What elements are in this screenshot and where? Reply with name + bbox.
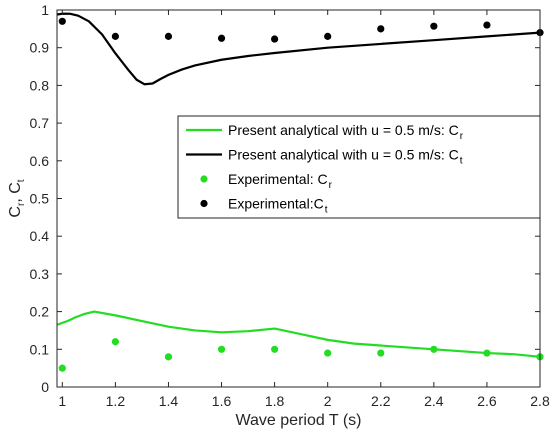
y-tick-label: 1 bbox=[41, 2, 49, 18]
x-tick-label: 1.2 bbox=[106, 393, 126, 409]
series-2-point bbox=[217, 345, 226, 353]
series-3-point bbox=[430, 22, 438, 30]
legend-entry-label: Experimental:Ct bbox=[228, 196, 328, 216]
legend-entry-name: Experimental: C bbox=[228, 171, 328, 187]
series-2-point bbox=[483, 349, 491, 357]
series-3-point bbox=[111, 32, 119, 40]
legend: Present analytical with u = 0.5 m/s: CrP… bbox=[177, 115, 541, 219]
x-tick-label: 1.4 bbox=[159, 393, 179, 409]
x-tick-label: 1 bbox=[58, 393, 66, 409]
series-3-point bbox=[217, 34, 226, 42]
x-tick-label: 2.6 bbox=[477, 393, 497, 409]
series-3-point bbox=[271, 35, 279, 43]
legend-entry-label: Experimental: Cr bbox=[228, 171, 333, 191]
series-2-point bbox=[430, 345, 438, 353]
legend-entry-label: Present analytical with u = 0.5 m/s: Ct bbox=[228, 147, 463, 167]
x-tick-label: 2 bbox=[324, 393, 332, 409]
y-axis-label-sub2: t bbox=[16, 179, 27, 182]
series-2-point bbox=[324, 349, 332, 357]
y-tick-label: 0.4 bbox=[30, 228, 50, 244]
legend-swatch-marker bbox=[200, 175, 208, 183]
legend-entry-subscript: r bbox=[460, 131, 464, 142]
x-tick-label: 1.6 bbox=[212, 393, 232, 409]
legend-entry-subscript: t bbox=[325, 205, 328, 216]
series-line-0 bbox=[56, 310, 541, 358]
series-2-point bbox=[271, 345, 279, 353]
y-tick-label: 0.2 bbox=[30, 304, 50, 320]
series-3-point bbox=[164, 32, 173, 40]
y-axis-label-sep: , C bbox=[7, 182, 24, 202]
y-tick-label: 0.5 bbox=[30, 191, 50, 207]
legend-entry-subscript: t bbox=[460, 156, 463, 167]
series-2-point bbox=[58, 364, 66, 372]
legend-entries: Present analytical with u = 0.5 m/s: CrP… bbox=[186, 122, 464, 216]
y-tick-label: 0.3 bbox=[30, 266, 50, 282]
y-axis-label: Cr, Ct bbox=[7, 179, 27, 217]
y-tick-label: 0.7 bbox=[30, 115, 50, 131]
legend-entry-name: Present analytical with u = 0.5 m/s: C bbox=[228, 147, 459, 163]
x-tick-label: 2.2 bbox=[371, 393, 391, 409]
series-2-point bbox=[377, 349, 385, 357]
series-3-point bbox=[483, 21, 491, 29]
y-tick-label: 0 bbox=[41, 379, 49, 395]
y-tick-label: 0.6 bbox=[30, 153, 50, 169]
series-line-1 bbox=[56, 12, 541, 86]
x-axis: 1 1.2 1.4 1.6 1.8 2 2.2 2.4 2.6 2.8 bbox=[58, 10, 550, 409]
legend-entry-name: Experimental:C bbox=[228, 196, 324, 212]
series-2-point bbox=[111, 338, 119, 346]
legend-entry-name: Present analytical with u = 0.5 m/s: C bbox=[228, 122, 459, 138]
legend-entry-subscript: r bbox=[329, 180, 333, 191]
series-3-point bbox=[324, 32, 332, 40]
legend-entry-label: Present analytical with u = 0.5 m/s: Cr bbox=[228, 122, 464, 142]
legend-box bbox=[177, 115, 541, 219]
y-axis: 0 0.1 0.2 0.3 0.4 0.5 0.6 0.7 0.8 0.9 1 bbox=[30, 2, 540, 395]
series-3-point bbox=[58, 17, 66, 25]
x-axis-label: Wave period T (s) bbox=[236, 412, 362, 429]
x-tick-label: 2.4 bbox=[424, 393, 444, 409]
y-tick-label: 0.8 bbox=[30, 77, 50, 93]
legend-swatch-marker bbox=[200, 199, 208, 208]
x-tick-label: 2.8 bbox=[530, 393, 550, 409]
y-tick-label: 0.9 bbox=[30, 40, 50, 56]
x-tick-label: 1.8 bbox=[265, 393, 285, 409]
y-axis-label-sub1: r bbox=[16, 202, 27, 206]
y-tick-label: 0.1 bbox=[30, 341, 50, 357]
series-2-point bbox=[164, 353, 173, 361]
y-axis-label-base: C bbox=[7, 206, 24, 218]
series-layer bbox=[56, 12, 544, 372]
series-3-point bbox=[377, 25, 385, 33]
